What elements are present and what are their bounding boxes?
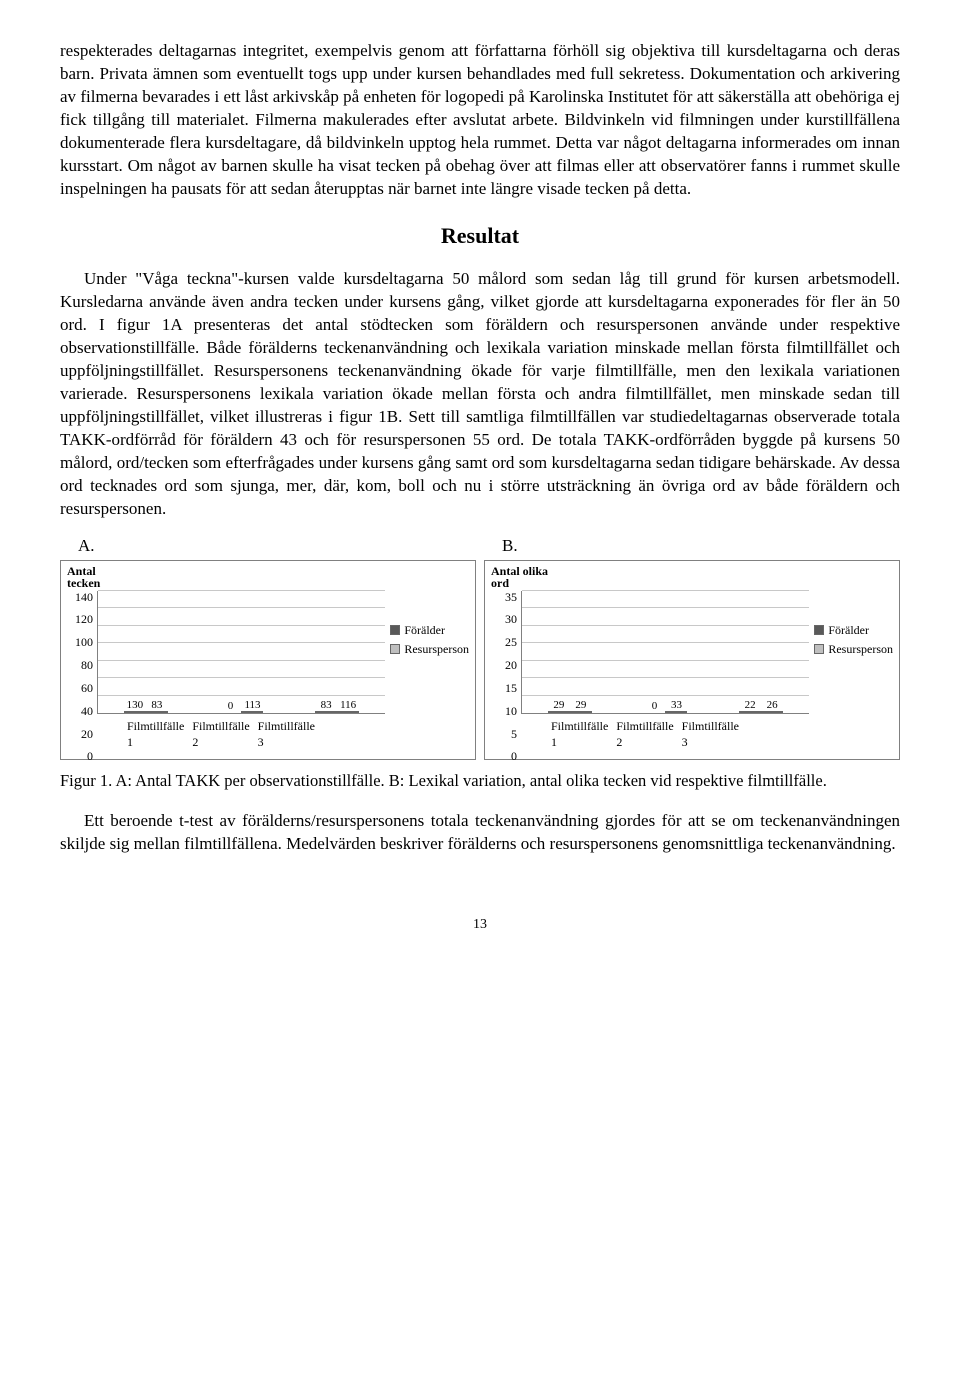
x-tick-label: Filmtillfälle 3 bbox=[682, 718, 747, 750]
section-heading: Resultat bbox=[60, 221, 900, 251]
intro-paragraph: respekterades deltagarnas integritet, ex… bbox=[60, 40, 900, 201]
legend: FörälderResursperson bbox=[814, 621, 893, 659]
bar-value-label: 113 bbox=[242, 698, 262, 713]
bar: 33 bbox=[665, 711, 687, 713]
bar-value-label: 0 bbox=[643, 699, 665, 714]
legend-label: Resursperson bbox=[404, 640, 469, 659]
bar: 83 bbox=[146, 711, 168, 713]
y-axis: 140120100806040200 bbox=[67, 591, 97, 751]
x-tick-label: Filmtillfälle 2 bbox=[616, 718, 681, 750]
bar-value-label: 116 bbox=[338, 698, 358, 713]
bar-value-label: 26 bbox=[762, 698, 782, 713]
page-number: 13 bbox=[60, 916, 900, 935]
x-axis: Filmtillfälle 1Filmtillfälle 2Filmtillfä… bbox=[551, 718, 747, 750]
x-tick-label: Filmtillfälle 1 bbox=[551, 718, 616, 750]
bar: 113 bbox=[241, 711, 263, 713]
chart-b-block: B. Antal olika ord3530252015105029290332… bbox=[484, 535, 900, 760]
bar: 29 bbox=[548, 711, 570, 713]
plot-area: 13083011383116 bbox=[97, 591, 385, 715]
x-tick-label: Filmtillfälle 2 bbox=[192, 718, 257, 750]
charts-container: A. Antal tecken1401201008060402001308301… bbox=[60, 535, 900, 760]
bar-group: 13083 bbox=[124, 711, 168, 713]
chart-b: Antal olika ord35302520151050 2929 033 2226… bbox=[484, 560, 900, 760]
chart-a: Antal tecken1401201008060402001308301138… bbox=[60, 560, 476, 760]
legend-label: Förälder bbox=[404, 621, 445, 640]
bar-value-label: 29 bbox=[549, 698, 569, 713]
y-axis-title: Antal olika ord bbox=[491, 565, 548, 590]
x-tick-label: Filmtillfälle 1 bbox=[127, 718, 192, 750]
bar: 130 bbox=[124, 711, 146, 713]
chart-b-letter: B. bbox=[502, 535, 900, 558]
bar-group: 0113 bbox=[219, 711, 263, 713]
legend-item: Förälder bbox=[390, 621, 469, 640]
bar: 22 bbox=[739, 711, 761, 713]
legend-label: Förälder bbox=[828, 621, 869, 640]
bar-value-label: 0 bbox=[219, 699, 241, 714]
ttest-paragraph: Ett beroende t-test av förälderns/resurs… bbox=[60, 810, 900, 856]
results-paragraph: Under "Våga teckna"-kursen valde kursdel… bbox=[60, 268, 900, 520]
figure-caption: Figur 1. A: Antal TAKK per observationst… bbox=[60, 770, 900, 792]
bar: 26 bbox=[761, 711, 783, 713]
x-tick-label: Filmtillfälle 3 bbox=[258, 718, 323, 750]
bar: 116 bbox=[337, 711, 359, 713]
legend-item: Förälder bbox=[814, 621, 893, 640]
plot-area: 2929 033 2226 bbox=[521, 591, 809, 715]
legend-swatch bbox=[814, 625, 824, 635]
legend-swatch bbox=[390, 644, 400, 654]
legend-label: Resursperson bbox=[828, 640, 893, 659]
chart-a-letter: A. bbox=[78, 535, 476, 558]
bar-value-label: 22 bbox=[740, 698, 760, 713]
bar-group: 83116 bbox=[315, 711, 359, 713]
bar-value-label: 83 bbox=[316, 698, 336, 713]
legend-item: Resursperson bbox=[390, 640, 469, 659]
bar: 29 bbox=[570, 711, 592, 713]
bar: 83 bbox=[315, 711, 337, 713]
legend-item: Resursperson bbox=[814, 640, 893, 659]
legend-swatch bbox=[390, 625, 400, 635]
bar-value-label: 130 bbox=[125, 698, 145, 713]
y-axis-title: Antal tecken bbox=[67, 565, 100, 590]
legend-swatch bbox=[814, 644, 824, 654]
bar-group: 2929 bbox=[548, 711, 592, 713]
bar-value-label: 83 bbox=[147, 698, 167, 713]
legend: FörälderResursperson bbox=[390, 621, 469, 659]
y-axis: 35302520151050 bbox=[491, 591, 521, 751]
bar-group: 033 bbox=[643, 711, 687, 713]
bar-value-label: 29 bbox=[571, 698, 591, 713]
x-axis: Filmtillfälle 1Filmtillfälle 2Filmtillfä… bbox=[127, 718, 323, 750]
bar-group: 2226 bbox=[739, 711, 783, 713]
chart-a-block: A. Antal tecken1401201008060402001308301… bbox=[60, 535, 476, 760]
bar-value-label: 33 bbox=[666, 698, 686, 713]
